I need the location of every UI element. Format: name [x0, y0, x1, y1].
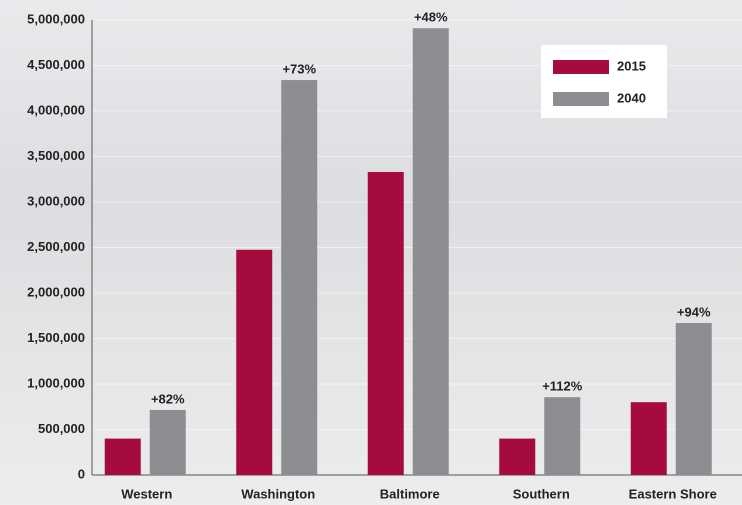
y-tick-label: 1,000,000 [27, 375, 85, 390]
bar [412, 28, 449, 475]
y-tick-label: 4,000,000 [27, 102, 85, 117]
y-tick-label: 3,500,000 [27, 148, 85, 163]
legend-label: 2040 [617, 90, 646, 105]
legend-swatch [553, 92, 609, 106]
y-tick-label: 5,000,000 [27, 11, 85, 26]
bar [281, 80, 318, 475]
legend-swatch [553, 60, 609, 74]
annotation: +48% [414, 10, 448, 25]
legend-label: 2015 [617, 58, 646, 73]
y-tick-label: 3,000,000 [27, 193, 85, 208]
annotation: +94% [677, 304, 711, 319]
bar [149, 409, 186, 475]
x-tick-label: Eastern Shore [629, 486, 717, 501]
y-tick-label: 0 [78, 466, 85, 481]
x-tick-label: Western [121, 486, 172, 501]
x-tick-label: Southern [513, 486, 570, 501]
y-tick-label: 2,000,000 [27, 284, 85, 299]
x-tick-label: Washington [241, 486, 315, 501]
y-tick-label: 2,500,000 [27, 239, 85, 254]
bar [499, 438, 536, 475]
legend-box [541, 45, 667, 118]
annotation: +82% [151, 391, 185, 406]
y-tick-label: 1,500,000 [27, 330, 85, 345]
y-tick-label: 4,500,000 [27, 57, 85, 72]
bar [236, 249, 273, 475]
bar [544, 397, 581, 475]
y-tick-label: 500,000 [38, 421, 85, 436]
bar [675, 323, 712, 475]
x-tick-label: Baltimore [380, 486, 440, 501]
annotation: +112% [542, 379, 583, 394]
annotation: +73% [282, 61, 316, 76]
bar [630, 402, 667, 475]
bar [367, 171, 404, 475]
bar [104, 438, 141, 475]
